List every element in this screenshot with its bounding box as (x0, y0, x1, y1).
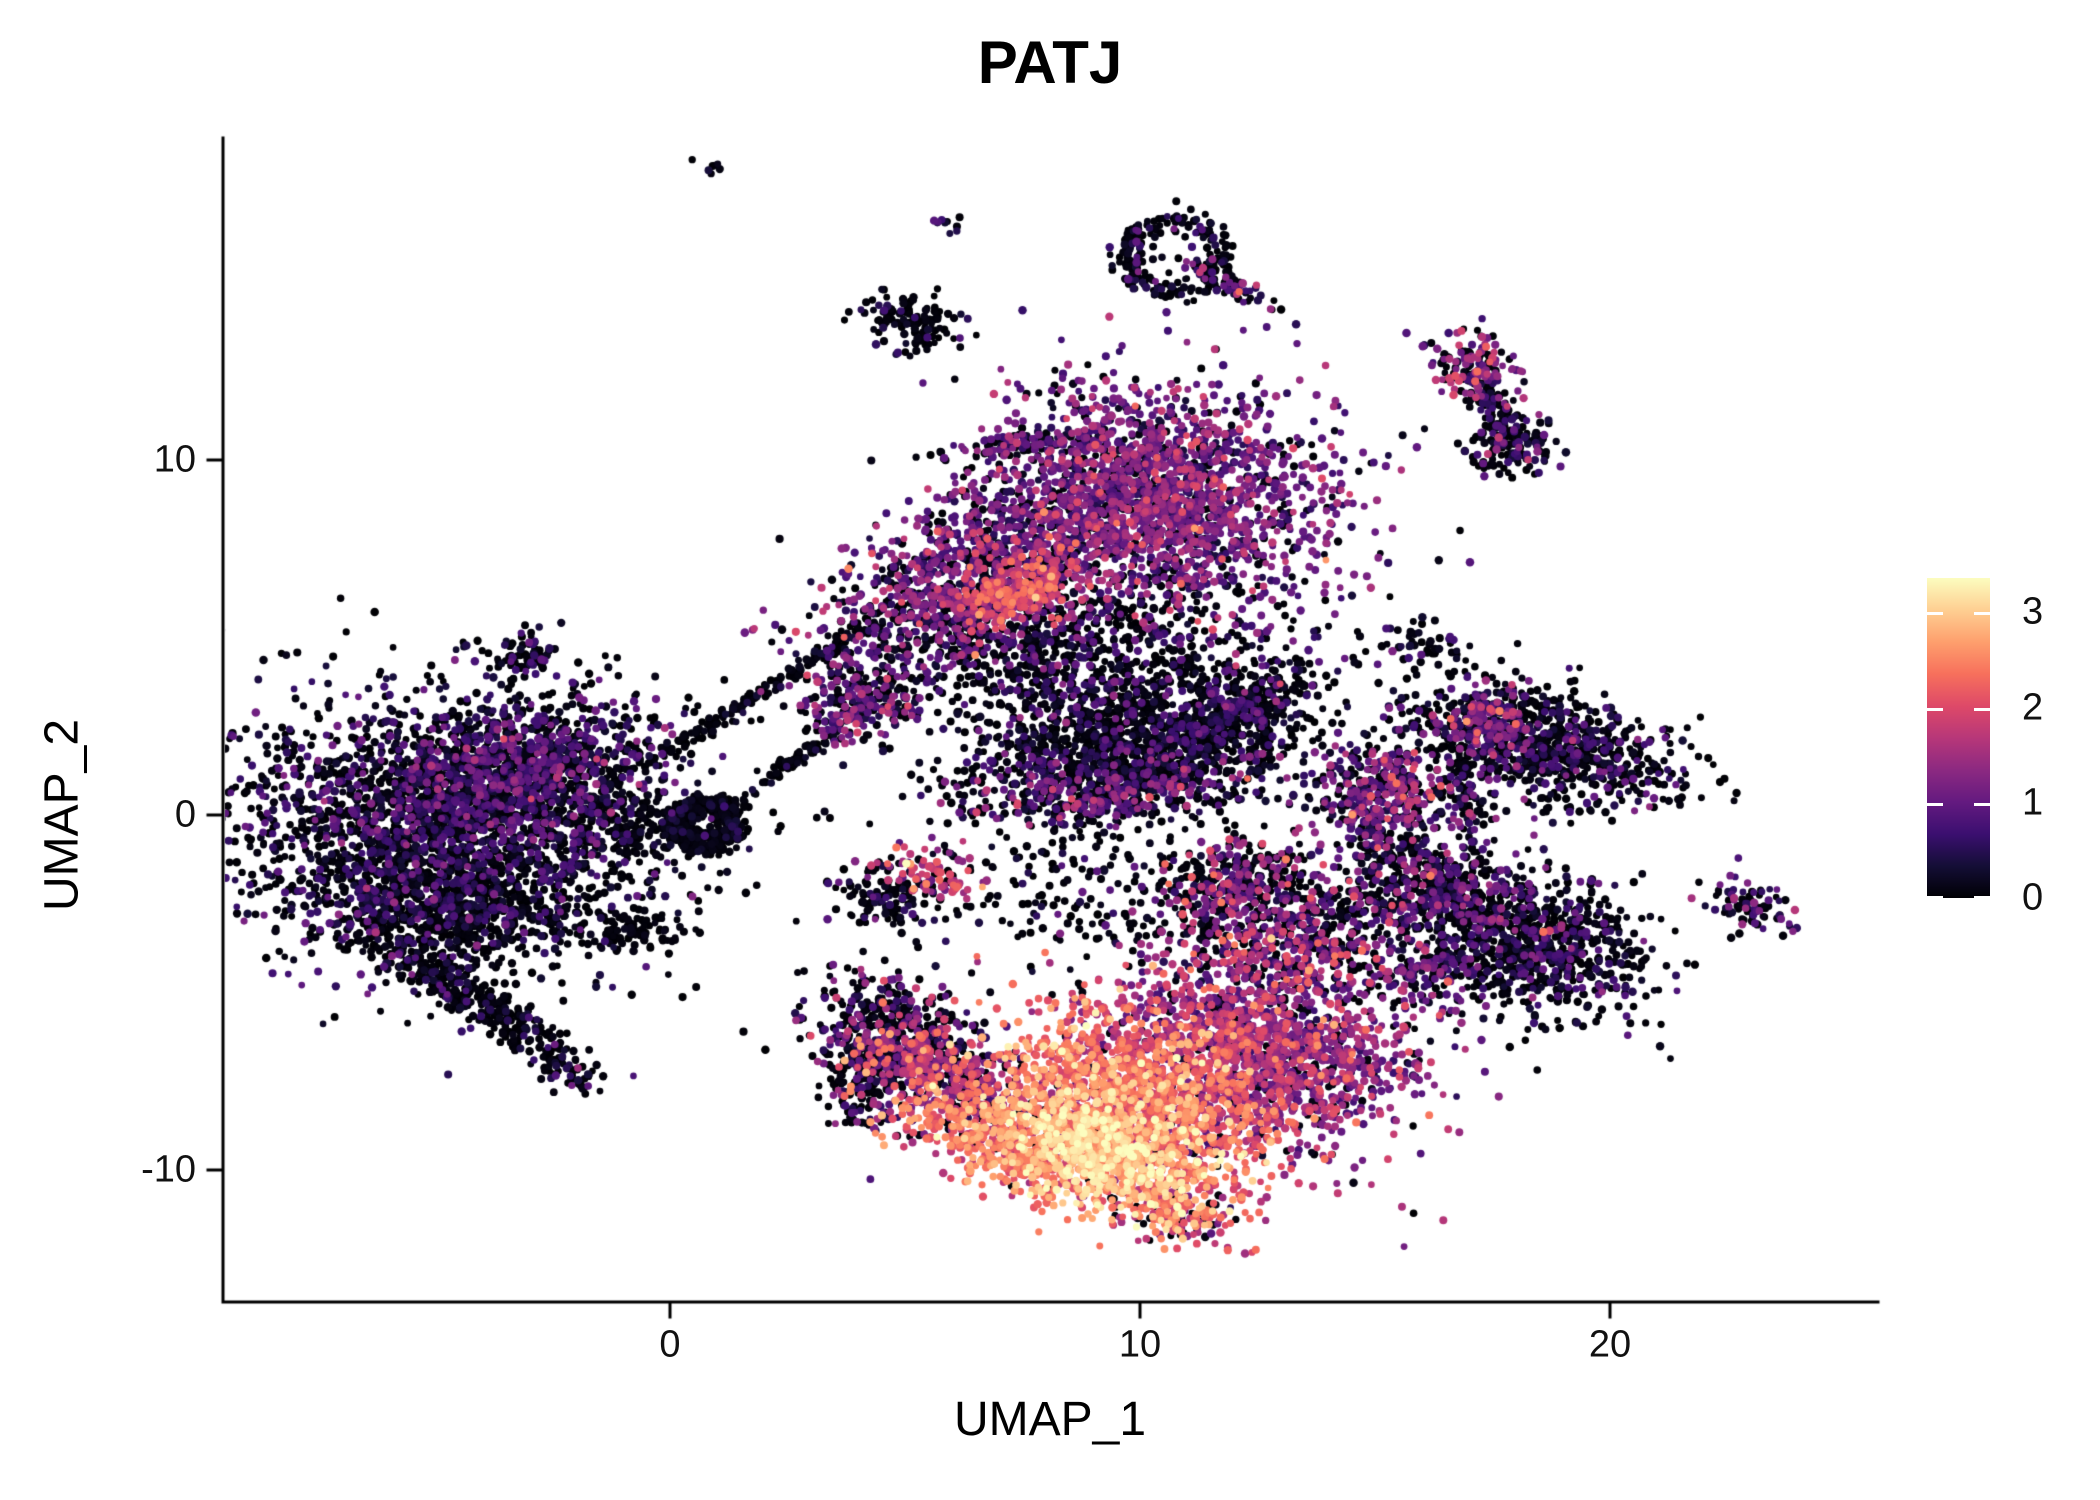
colorbar-tick (1974, 896, 1990, 899)
expression-colorbar (1927, 578, 1990, 899)
x-tick-label: 20 (1588, 1323, 1632, 1366)
y-tick-label: -10 (141, 1148, 196, 1191)
colorbar-tick (1974, 802, 1990, 806)
y-tick-label: 10 (153, 438, 196, 481)
x-tick-label: 0 (659, 1323, 681, 1366)
colorbar-tick (1927, 612, 1943, 616)
x-axis-title: UMAP_1 (953, 1393, 1147, 1446)
colorbar-tick (1927, 896, 1943, 899)
colorbar-tick (1927, 707, 1943, 711)
plot-title: PATJ (977, 29, 1123, 96)
colorbar-tick (1974, 612, 1990, 616)
colorbar-tick-label: 1 (2022, 781, 2044, 824)
y-tick-label: 0 (174, 793, 196, 836)
x-tick-label: 10 (1118, 1323, 1162, 1366)
y-axis-title: UMAP_2 (35, 718, 89, 912)
colorbar-tick (1974, 707, 1990, 711)
colorbar-tick-label: 2 (2022, 686, 2044, 729)
colorbar-tick-label: 0 (2022, 876, 2044, 919)
colorbar-tick (1927, 802, 1943, 806)
colorbar-tick-label: 3 (2022, 590, 2044, 633)
